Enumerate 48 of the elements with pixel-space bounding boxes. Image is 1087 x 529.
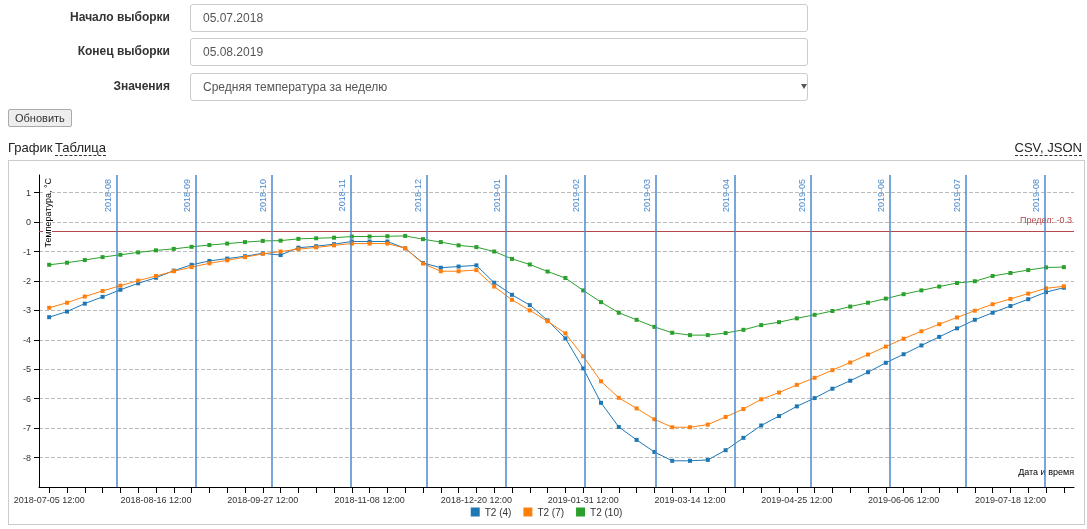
x-tick-label: 2018-09-27 12:00 [227,494,299,505]
x-tick-label: 2018-12-20 12:00 [440,494,512,505]
y-tick-label: -8 [22,452,31,463]
ref-line-label: 2018-12 [413,179,424,213]
ref-line-label: 2019-04 [721,179,732,213]
legend-label: T2 (10) [590,506,623,518]
text: Таблица [55,140,106,156]
text: CSV, JSON [1014,140,1082,156]
text: Значения [112,79,170,93]
y-tick-label: -7 [22,423,31,434]
text: 05.08.2019 [190,38,808,66]
legend-label: T2 (7) [537,506,565,518]
x-tick-label: 2018-07-05 12:00 [13,494,85,505]
ref-line-label: 2019-02 [570,179,581,213]
text: Средняя температура за неделю [190,73,808,101]
x-tick-label: 2019-03-14 12:00 [654,494,726,505]
ref-line-label: 2019-08 [1031,179,1042,213]
y-tick-label: -5 [22,364,31,375]
x-tick-label: 2019-06-06 12:00 [868,494,940,505]
ref-line-label: 2018-11 [337,179,348,212]
legend-label: T2 (4) [484,506,512,518]
ref-line-label: 2019-03 [642,179,653,213]
y-tick-label: -1 [22,246,31,257]
ref-line-label: 2019-01 [492,179,503,213]
x-tick-label: 2019-07-18 12:00 [974,494,1046,505]
text: Конец выборки [76,44,170,58]
y-tick-label: -3 [22,305,31,316]
ref-line-label: 2018-09 [181,179,192,213]
text: Начало выборки [69,10,170,24]
y-axis-title: Температура, °C [42,177,53,248]
y-tick-label: 0 [25,217,31,228]
x-tick-label: 2019-01-31 12:00 [547,494,619,505]
text: 05.07.2018 [190,4,808,32]
x-axis-title: Дата и время [1018,466,1075,477]
ref-line-label: 2019-06 [876,179,887,213]
y-tick-label: -6 [22,393,31,404]
ref-line-label: 2019-07 [952,179,963,213]
text: Обновить [8,109,72,127]
ref-line-label: 2019-05 [797,179,808,213]
y-tick-label: -4 [22,334,31,345]
y-tick-label: 1 [25,187,31,198]
ref-line-label: 2018-08 [103,179,114,213]
x-tick-label: 2018-08-16 12:00 [120,494,192,505]
text: График [8,140,53,155]
y-tick-label: -2 [22,275,31,286]
x-tick-label: 2018-11-08 12:00 [334,494,405,505]
x-tick-label: 2019-04-25 12:00 [761,494,833,505]
ref-line-label: 2018-10 [258,179,269,213]
